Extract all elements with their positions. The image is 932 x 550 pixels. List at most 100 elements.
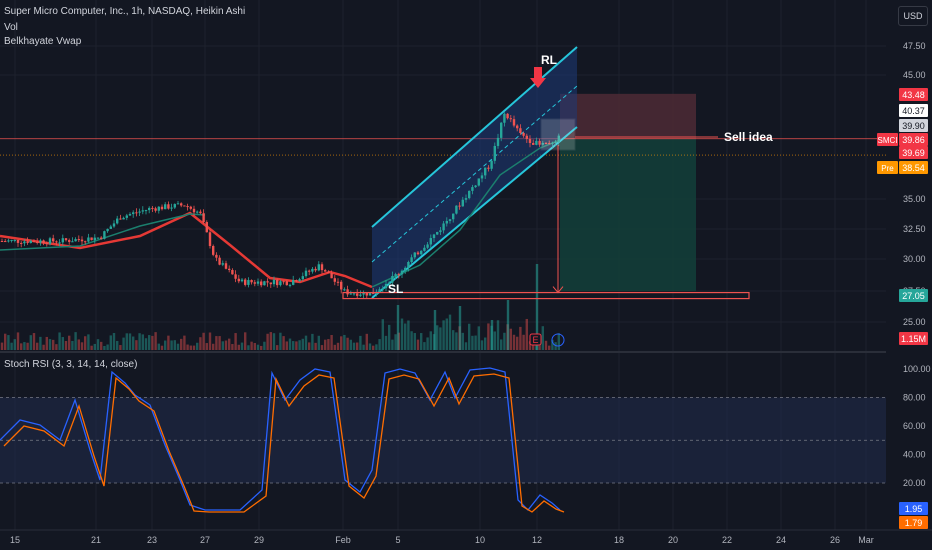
price-axis[interactable]: 47.5045.0035.0032.5030.0027.5025.0043.48… bbox=[877, 0, 932, 530]
volume-bar bbox=[93, 343, 96, 350]
time-tick-label: 18 bbox=[614, 535, 624, 545]
candle-body bbox=[42, 240, 45, 244]
candle-body bbox=[516, 125, 519, 129]
volume-bar bbox=[215, 336, 218, 350]
volume-bar bbox=[298, 340, 301, 350]
candle-body bbox=[215, 254, 218, 258]
price-badge-value: 39.69 bbox=[902, 148, 925, 158]
drawings[interactable]: RL Sell idea SL E bbox=[342, 53, 773, 347]
stoch-tick-label: 20.00 bbox=[903, 478, 926, 488]
price-badge-value: 43.48 bbox=[902, 90, 925, 100]
volume-bar bbox=[74, 332, 77, 350]
volume-bar bbox=[32, 333, 36, 350]
volume-bar bbox=[381, 319, 384, 350]
volume-bar bbox=[192, 345, 196, 350]
lightning-icon bbox=[551, 333, 565, 347]
volume-bar bbox=[183, 335, 186, 350]
volume-bar bbox=[301, 338, 304, 350]
candle-body bbox=[263, 281, 266, 286]
volume-bar bbox=[42, 344, 45, 350]
volume-bar bbox=[154, 332, 157, 350]
volume-bar bbox=[221, 341, 224, 350]
volume-bar bbox=[269, 332, 272, 350]
volume-bar bbox=[468, 323, 471, 350]
time-tick-label: 20 bbox=[668, 535, 678, 545]
volume-bar bbox=[250, 341, 253, 350]
volume-bar bbox=[365, 333, 368, 350]
candle-body bbox=[522, 133, 525, 136]
price-badge-value: 27.05 bbox=[902, 291, 925, 301]
candle-body bbox=[154, 208, 157, 211]
candle-body bbox=[7, 240, 10, 242]
candle-body bbox=[384, 283, 388, 289]
candle-body bbox=[500, 122, 503, 138]
price-tick-label: 25.00 bbox=[903, 317, 926, 327]
candle-body bbox=[58, 242, 61, 244]
earnings-marker-label: E bbox=[532, 335, 538, 345]
time-tick-label: 12 bbox=[532, 535, 542, 545]
candles bbox=[0, 112, 560, 299]
volume-bar bbox=[135, 340, 138, 350]
volume-bar bbox=[212, 343, 215, 350]
candle-body bbox=[551, 142, 554, 144]
volume-bar bbox=[352, 342, 356, 350]
candle-body bbox=[247, 280, 250, 285]
earnings-marker bbox=[529, 333, 542, 346]
volume-bar bbox=[256, 344, 260, 350]
volume-bar bbox=[519, 326, 522, 350]
volume-bar bbox=[554, 342, 557, 350]
volume-bar bbox=[528, 341, 532, 350]
sell-idea-label: Sell idea bbox=[724, 130, 773, 144]
candle-body bbox=[324, 270, 327, 272]
candle-body bbox=[100, 237, 103, 239]
price-badge-value: 1.15M bbox=[901, 334, 926, 344]
trade-zones bbox=[0, 93, 886, 291]
candle-body bbox=[343, 289, 346, 291]
time-tick-label: 24 bbox=[776, 535, 786, 545]
candle-body bbox=[391, 275, 394, 283]
candle-body bbox=[135, 212, 138, 214]
candle-body bbox=[548, 143, 551, 145]
price-badge-label: Pre bbox=[881, 164, 894, 173]
volume-bar bbox=[311, 333, 314, 350]
price-tick-label: 32.50 bbox=[903, 224, 926, 234]
volume-bar bbox=[525, 318, 528, 350]
candle-body bbox=[308, 270, 311, 272]
volume-bar bbox=[420, 333, 423, 350]
volume-bar bbox=[503, 332, 506, 350]
volume-bar bbox=[29, 335, 32, 350]
volume-bar bbox=[202, 332, 205, 350]
candle-body bbox=[509, 118, 512, 120]
candle-body bbox=[164, 204, 167, 210]
volume-bar bbox=[71, 340, 74, 350]
volume-bar bbox=[205, 343, 208, 350]
volume-bar bbox=[4, 333, 7, 350]
candle-body bbox=[519, 128, 522, 134]
time-tick-label: 23 bbox=[147, 535, 157, 545]
candle-body bbox=[356, 293, 359, 296]
vwap-lower-band bbox=[0, 213, 206, 251]
candle-body bbox=[144, 210, 148, 212]
candle-body bbox=[394, 274, 397, 276]
candle-body bbox=[192, 208, 196, 213]
stoch-value-label: 1.95 bbox=[905, 504, 923, 514]
candle-body bbox=[26, 241, 29, 243]
volume-bar bbox=[480, 340, 484, 350]
channel-upper bbox=[371, 46, 578, 228]
volume-bar bbox=[490, 320, 494, 350]
candle-body bbox=[554, 141, 557, 143]
time-axis[interactable]: 15 21 23 27 29 Feb 5 10 12 18 20 22 24 26 Mar bbox=[0, 529, 932, 550]
volume-bar bbox=[138, 333, 141, 350]
candle-body bbox=[381, 288, 384, 290]
volume-bar bbox=[176, 343, 180, 350]
volume-bar bbox=[228, 338, 231, 350]
candle-body bbox=[244, 279, 247, 285]
volume-bar bbox=[189, 345, 192, 350]
candle-body bbox=[420, 250, 423, 255]
currency-button[interactable]: USD bbox=[898, 6, 928, 26]
price-channel[interactable] bbox=[371, 46, 578, 299]
volume-bar bbox=[0, 342, 4, 350]
volume-bar bbox=[295, 341, 298, 350]
candle-body bbox=[292, 280, 295, 285]
